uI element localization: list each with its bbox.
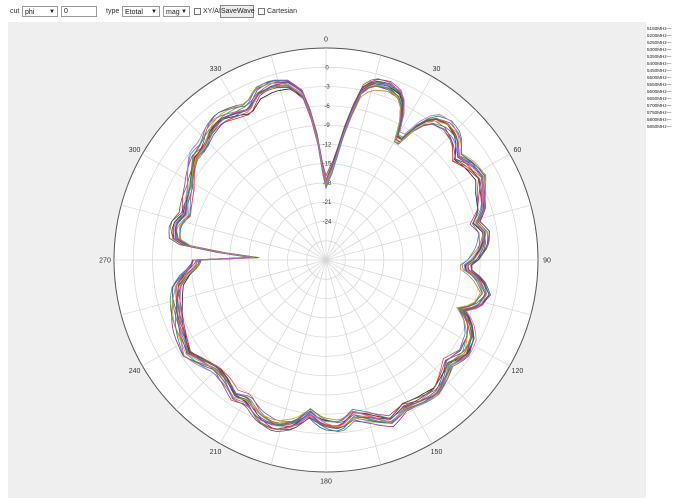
- angle-tick-label: 330: [210, 66, 222, 73]
- cartesian-label: Cartesian: [267, 8, 297, 15]
- legend-item: 5450MHz—: [647, 68, 672, 73]
- series-line: [173, 83, 488, 431]
- radial-tick-label: -15: [323, 162, 332, 168]
- radial-tick-label: -9: [324, 123, 330, 129]
- angular-grid-line: [175, 259, 327, 411]
- legend-item: 5650MHz—: [647, 96, 672, 101]
- angular-grid-line: [142, 259, 327, 367]
- angle-tick-label: 30: [433, 66, 441, 73]
- legend-item: 5800MHz—: [647, 117, 672, 122]
- legend-item: 5400MHz—: [647, 61, 672, 66]
- angular-grid-line: [325, 76, 433, 261]
- mode-select[interactable]: mag ▼: [163, 6, 190, 17]
- legend-item: 5700MHz—: [647, 103, 672, 108]
- angular-grid-line: [325, 259, 531, 316]
- angular-grid-line: [270, 259, 327, 465]
- legend-item: 5300MHz—: [647, 47, 672, 52]
- toolbar: cut phi ▼ 0 type Etotal ▼ mag ▼ XY/AF Sa…: [0, 0, 673, 22]
- legend-item: 5350MHz—: [647, 54, 672, 59]
- series-line: [171, 79, 487, 430]
- legend-item: 5150MHz—: [647, 26, 672, 31]
- angular-grid-line: [121, 259, 327, 316]
- angle-tick-label: 300: [129, 147, 141, 154]
- angular-grid-line: [325, 259, 433, 444]
- xyaf-checkbox[interactable]: [194, 8, 201, 15]
- angular-grid-line: [270, 55, 327, 261]
- radial-tick-label: 0: [325, 65, 329, 71]
- radial-tick-label: -21: [323, 200, 332, 206]
- angle-tick-label: 210: [210, 449, 222, 456]
- angle-tick-label: 180: [320, 479, 332, 486]
- angular-grid-line: [325, 109, 477, 261]
- type-select[interactable]: Etotal ▼: [122, 6, 160, 17]
- angular-grid-line: [175, 109, 327, 261]
- cut-label: cut: [10, 8, 20, 15]
- radial-tick-label: -24: [323, 219, 332, 225]
- angular-grid-line: [142, 153, 327, 261]
- radial-tick-label: -12: [323, 142, 332, 148]
- series-line: [175, 85, 486, 426]
- chevron-down-icon: ▼: [49, 9, 55, 15]
- legend-item: 5750MHz—: [647, 110, 672, 115]
- legend-item: 5850MHz—: [647, 124, 672, 129]
- type-select-value: Etotal: [125, 9, 143, 16]
- angular-grid-line: [325, 259, 477, 411]
- angular-grid-line: [121, 204, 327, 261]
- series-line: [174, 79, 487, 428]
- mode-select-value: mag: [166, 9, 180, 16]
- angular-grid-line: [219, 259, 327, 444]
- xyaf-label: XY/AF: [203, 8, 224, 15]
- angle-tick-label: 150: [431, 449, 443, 456]
- angular-grid-line: [325, 259, 510, 367]
- angle-tick-label: 0: [324, 37, 328, 44]
- legend: 5150MHz— 5200MHz— 5250MHz— 5300MHz— 5350MHz—…: [647, 25, 673, 130]
- legend-item: 5600MHz—: [647, 89, 672, 94]
- chevron-down-icon: ▼: [151, 9, 157, 15]
- polar-chart: 0 30 60 90 120 150 180 210 240 270 300 330 0 -3 -6 -9 -1…: [99, 37, 551, 486]
- angle-tick-label: 90: [543, 258, 551, 265]
- legend-item: 5500MHz—: [647, 75, 672, 80]
- legend-item: 5550MHz—: [647, 82, 672, 87]
- cut-select[interactable]: phi ▼: [22, 6, 58, 17]
- radial-tick-label: -3: [324, 85, 330, 91]
- legend-item: 5200MHz—: [647, 33, 672, 38]
- series-line: [172, 82, 486, 428]
- angular-grid-line: [325, 55, 382, 261]
- chevron-down-icon: ▼: [181, 9, 187, 15]
- cut-angle-input[interactable]: 0: [61, 6, 97, 17]
- angle-tick-label: 270: [99, 258, 111, 265]
- angular-grid-line: [325, 259, 382, 465]
- angular-grid-line: [325, 204, 531, 261]
- angle-tick-label: 120: [512, 368, 524, 375]
- type-label: type: [106, 8, 120, 15]
- angle-tick-label: 240: [129, 368, 141, 375]
- savewave-button[interactable]: SaveWave: [220, 5, 255, 18]
- cartesian-checkbox[interactable]: [258, 8, 265, 15]
- legend-item: 5250MHz—: [647, 40, 672, 45]
- cut-select-value: phi: [25, 9, 35, 16]
- angle-tick-label: 60: [513, 147, 521, 154]
- radial-tick-label: -6: [324, 104, 330, 110]
